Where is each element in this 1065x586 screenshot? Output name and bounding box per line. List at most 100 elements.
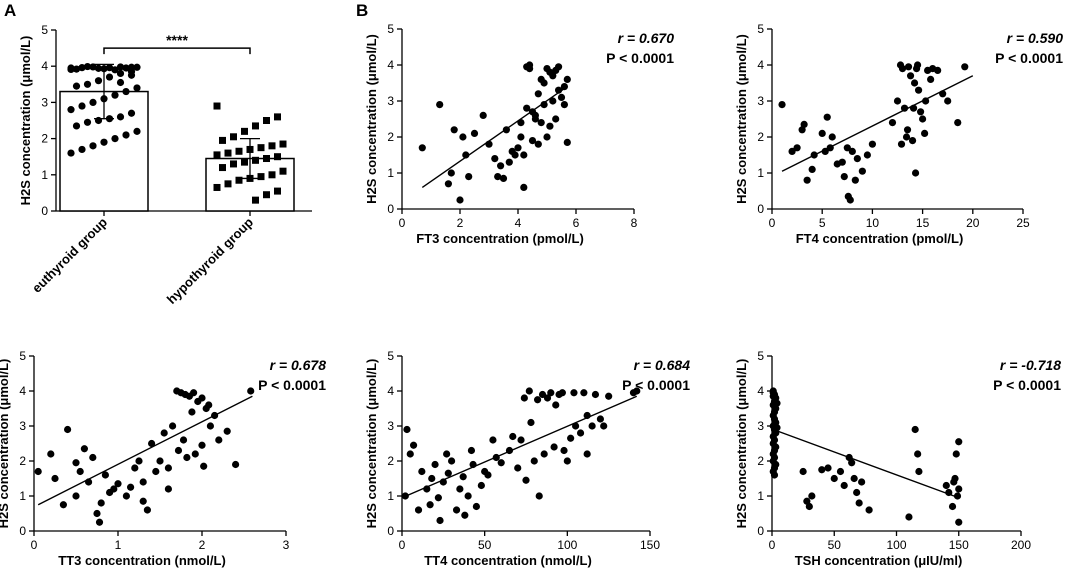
data-point xyxy=(450,126,458,134)
data-point xyxy=(444,469,452,477)
data-point xyxy=(526,65,534,73)
data-point xyxy=(67,149,75,157)
data-point xyxy=(116,113,125,121)
data-point xyxy=(89,63,97,71)
data-point xyxy=(911,169,920,177)
data-point xyxy=(527,418,535,427)
data-point xyxy=(191,450,199,458)
tt3-x-label: TT3 concentration (nmol/L) xyxy=(58,553,226,568)
data-point xyxy=(94,116,103,125)
data-point xyxy=(855,499,863,507)
ft3-x-tick-label: 6 xyxy=(573,216,580,230)
tt3-y-tick-label: 5 xyxy=(19,349,26,363)
data-point xyxy=(122,87,130,96)
data-point xyxy=(555,63,563,71)
tsh-y-tick-label: 0 xyxy=(757,524,764,538)
ft3-y-label: H2S concentration (μmol/L) xyxy=(364,34,379,204)
data-point xyxy=(778,101,786,109)
ft3-regression-line xyxy=(421,86,568,188)
data-point xyxy=(472,502,480,511)
data-point xyxy=(919,115,927,123)
data-point xyxy=(459,133,467,141)
data-point xyxy=(537,119,545,127)
data-point xyxy=(263,117,270,124)
data-point xyxy=(853,155,861,163)
data-point xyxy=(34,467,42,476)
data-point xyxy=(848,147,856,155)
ft3-panel: 0 1 2 3 4 5 H2S concentration (μmol/L) 0 2 4 6 8 FT3… xyxy=(364,22,674,246)
data-point xyxy=(64,425,72,434)
data-point xyxy=(461,511,469,519)
data-point xyxy=(560,83,569,91)
data-point xyxy=(534,140,542,148)
data-point xyxy=(122,492,130,500)
data-point xyxy=(803,176,811,184)
data-point xyxy=(580,389,588,397)
data-point xyxy=(409,441,418,449)
bar-y-tick-label: 3 xyxy=(41,95,48,109)
data-point xyxy=(838,158,846,166)
data-point xyxy=(47,450,55,458)
ft3-x-tick-label: 4 xyxy=(515,216,522,230)
tsh-panel: 0 1 2 3 4 5 H2S concentration (μmol/L) 0 50 100 15… xyxy=(734,349,1061,568)
ft3-y-tick-label: 1 xyxy=(387,166,394,180)
data-point xyxy=(808,492,816,500)
ft4-x-tick-label: 25 xyxy=(1016,216,1030,230)
data-point xyxy=(94,77,103,85)
data-point xyxy=(198,394,206,402)
data-point xyxy=(903,126,912,134)
data-point xyxy=(576,429,585,437)
bar-y-tick-label: 1 xyxy=(41,168,48,182)
data-point xyxy=(67,106,75,114)
data-point xyxy=(105,64,114,72)
data-point xyxy=(911,425,919,434)
data-point xyxy=(263,191,270,199)
tt4-x-tick-label: 50 xyxy=(478,538,492,552)
data-point xyxy=(921,129,929,137)
data-point xyxy=(111,91,119,99)
data-point xyxy=(67,65,75,74)
tt4-y-tick-label: 5 xyxy=(387,349,394,363)
data-point xyxy=(406,450,414,458)
data-point xyxy=(100,65,108,73)
data-point xyxy=(456,485,464,493)
data-point xyxy=(858,478,866,486)
data-point xyxy=(89,98,97,106)
data-point xyxy=(465,173,473,181)
data-point xyxy=(431,460,439,469)
data-point xyxy=(948,502,957,511)
data-point xyxy=(497,162,505,170)
ft4-p-value: P < 0.0001 xyxy=(995,50,1063,66)
ft4-x-tick-label: 20 xyxy=(966,216,980,230)
data-point xyxy=(101,471,109,479)
data-point xyxy=(793,144,801,152)
data-point xyxy=(961,63,969,71)
tt3-x-tick-label: 2 xyxy=(199,538,206,552)
data-point xyxy=(213,102,221,110)
data-point xyxy=(160,429,168,437)
data-point xyxy=(232,460,240,469)
data-point xyxy=(908,137,917,145)
tsh-y-tick-label: 2 xyxy=(757,454,764,468)
data-point xyxy=(116,78,125,87)
data-point xyxy=(514,464,522,472)
tt4-p-value: P < 0.0001 xyxy=(622,377,690,393)
tt4-x-label: TT4 concentration (nmol/L) xyxy=(424,553,592,568)
data-point xyxy=(246,174,254,182)
data-point xyxy=(550,443,558,451)
ft3-x-tick-label: 8 xyxy=(631,216,638,230)
data-point xyxy=(904,63,913,71)
tt4-y-label: H2S concentration (μmol/L) xyxy=(364,359,379,529)
data-point xyxy=(257,173,265,181)
data-point xyxy=(122,64,130,72)
data-point xyxy=(179,436,188,444)
data-point xyxy=(219,136,226,144)
data-point xyxy=(72,492,80,500)
data-point xyxy=(916,108,925,116)
data-point xyxy=(213,151,221,159)
significance-bracket xyxy=(103,47,251,55)
data-point xyxy=(915,467,923,476)
data-point xyxy=(547,389,555,397)
data-point xyxy=(914,450,922,458)
